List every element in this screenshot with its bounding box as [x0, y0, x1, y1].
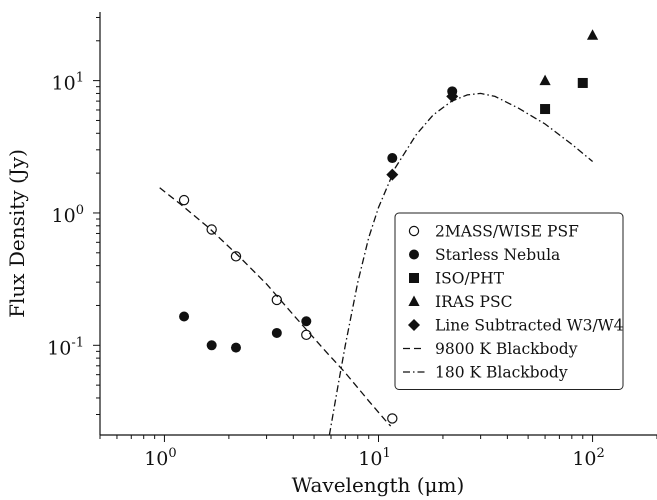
legend-marker — [409, 249, 419, 260]
series-iras-psc — [539, 29, 599, 86]
point-starless-nebula — [206, 340, 217, 351]
y-tick-label: 100 — [52, 203, 84, 227]
legend-item-starless-nebula: Starless Nebula — [409, 246, 560, 264]
legend-label: IRAS PSC — [435, 293, 512, 311]
point-iras-psc — [586, 29, 599, 40]
curve-180-k-blackbody — [328, 92, 594, 435]
point-2mass-wise-psf — [206, 224, 217, 235]
legend-label: ISO/PHT — [435, 270, 505, 288]
point-iso-pht — [577, 77, 588, 88]
series-180-k-blackbody — [328, 92, 594, 435]
point-2mass-wise-psf — [230, 251, 242, 262]
legend-label: 9800 K Blackbody — [435, 340, 578, 358]
point-starless-nebula — [271, 327, 282, 338]
point-starless-nebula — [387, 153, 398, 164]
legend-item-180-k-blackbody: 180 K Blackbody — [403, 364, 568, 382]
point-starless-nebula — [301, 316, 312, 327]
legend-label: 2MASS/WISE PSF — [435, 223, 579, 241]
legend-item-iras-psc: IRAS PSC — [408, 293, 512, 311]
legend-box — [394, 212, 624, 390]
point-2mass-wise-psf — [178, 194, 190, 206]
series-2mass-wise-psf — [178, 194, 398, 424]
point-iso-pht — [540, 104, 551, 115]
series-iso-pht — [540, 77, 588, 115]
legend-label: Line Subtracted W3/W4 — [435, 317, 624, 335]
point-iras-psc — [539, 74, 551, 86]
legend-label: 180 K Blackbody — [435, 364, 568, 382]
series-starless-nebula — [179, 86, 458, 353]
x-axis-title: Wavelength (μm) — [292, 473, 465, 497]
y-tick-label: 101 — [52, 71, 84, 95]
curve-9800-k-blackbody — [159, 187, 392, 427]
series-9800-k-blackbody — [159, 187, 392, 427]
point-starless-nebula — [179, 311, 190, 322]
legend-marker — [408, 225, 420, 237]
legend-marker — [408, 295, 420, 306]
legend-item-iso-pht: ISO/PHT — [409, 270, 505, 288]
legend-item-2mass-wise-psf: 2MASS/WISE PSF — [408, 223, 579, 241]
point-line-subtracted-w3-w4 — [386, 168, 399, 181]
legend-marker — [409, 273, 419, 283]
point-starless-nebula — [230, 342, 241, 353]
x-tick-label: 100 — [144, 446, 176, 470]
legend-item-9800-k-blackbody: 9800 K Blackbody — [403, 340, 578, 358]
y-tick-label: 10-1 — [47, 335, 84, 359]
x-tick-label: 102 — [572, 446, 604, 470]
point-2mass-wise-psf — [301, 329, 312, 341]
legend-label: Starless Nebula — [435, 246, 560, 264]
y-axis-title: Flux Density (Jy) — [5, 149, 29, 318]
x-tick-label: 101 — [358, 446, 390, 470]
legend-item-line-subtracted-w3-w4: Line Subtracted W3/W4 — [408, 317, 624, 335]
point-2mass-wise-psf — [387, 413, 398, 424]
legend-marker — [408, 319, 420, 331]
